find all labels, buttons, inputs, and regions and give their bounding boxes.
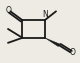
Text: N: N: [42, 10, 48, 19]
Text: O: O: [5, 6, 11, 15]
Text: O: O: [70, 48, 76, 57]
Polygon shape: [45, 38, 60, 46]
